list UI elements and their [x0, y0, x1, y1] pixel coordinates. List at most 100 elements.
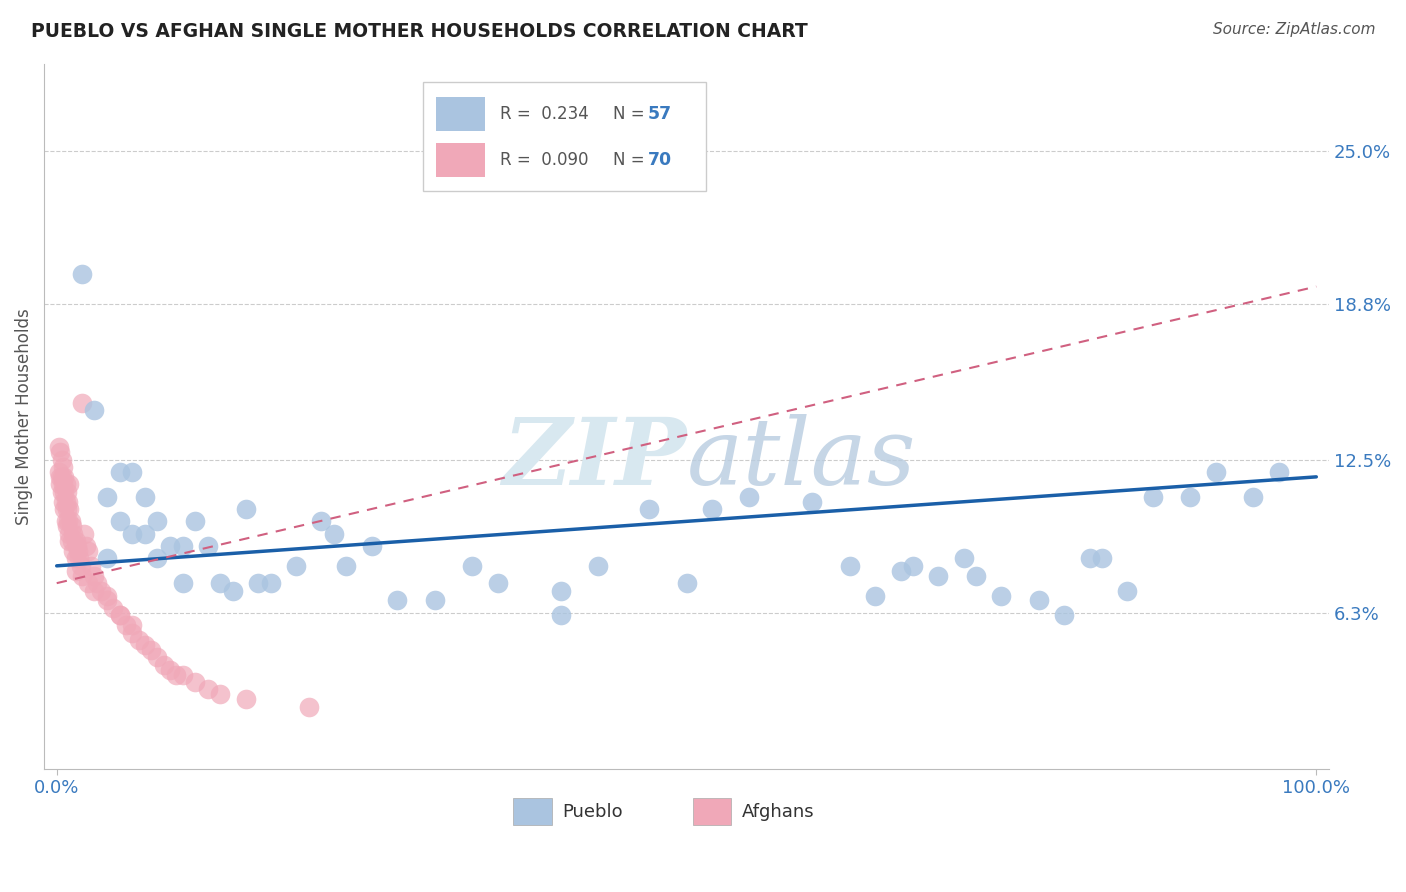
Point	[927, 568, 949, 582]
Point	[55, 484, 77, 499]
Text: atlas: atlas	[686, 414, 915, 504]
Point	[56, 494, 79, 508]
Point	[59, 514, 82, 528]
Text: N =: N =	[613, 151, 650, 169]
Point	[52, 494, 75, 508]
Point	[58, 502, 80, 516]
Point	[121, 625, 143, 640]
Point	[108, 608, 131, 623]
Point	[96, 593, 118, 607]
Point	[1078, 551, 1101, 566]
Point	[146, 650, 169, 665]
FancyBboxPatch shape	[423, 82, 706, 191]
Point	[423, 593, 446, 607]
Point	[115, 618, 138, 632]
Text: R =  0.234: R = 0.234	[501, 105, 589, 123]
Point	[952, 551, 974, 566]
Point	[1267, 465, 1289, 479]
Point	[209, 687, 232, 701]
Point	[83, 403, 105, 417]
Text: Pueblo: Pueblo	[562, 803, 623, 821]
Point	[67, 544, 90, 558]
Bar	[513, 798, 551, 825]
Point	[172, 576, 194, 591]
Point	[197, 539, 219, 553]
Point	[1053, 608, 1076, 623]
Point	[96, 551, 118, 566]
Point	[48, 440, 70, 454]
Text: R =  0.090: R = 0.090	[501, 151, 589, 169]
Point	[209, 576, 232, 591]
Point	[96, 490, 118, 504]
Point	[159, 663, 181, 677]
Point	[385, 593, 408, 607]
Point	[550, 608, 572, 623]
Point	[588, 558, 610, 573]
Point	[58, 477, 80, 491]
Point	[66, 539, 89, 553]
Point	[141, 643, 163, 657]
Point	[70, 395, 93, 409]
Point	[165, 667, 187, 681]
Point	[65, 564, 87, 578]
Text: ZIP: ZIP	[502, 414, 686, 504]
Point	[96, 589, 118, 603]
Point	[1091, 551, 1114, 566]
Point	[58, 526, 80, 541]
Point	[121, 618, 143, 632]
Point	[322, 526, 344, 541]
Text: 70: 70	[648, 151, 672, 169]
Bar	[436, 143, 485, 177]
Point	[675, 576, 697, 591]
Point	[134, 526, 156, 541]
Point	[103, 600, 125, 615]
Point	[90, 583, 112, 598]
Point	[1142, 490, 1164, 504]
Point	[298, 699, 321, 714]
Point	[53, 484, 76, 499]
Point	[222, 583, 245, 598]
Y-axis label: Single Mother Households: Single Mother Households	[15, 308, 32, 524]
Text: Afghans: Afghans	[742, 803, 814, 821]
Point	[197, 682, 219, 697]
Point	[60, 534, 83, 549]
Point	[53, 470, 76, 484]
Point	[146, 551, 169, 566]
Point	[108, 608, 131, 623]
Point	[235, 502, 257, 516]
Point	[77, 576, 100, 591]
Point	[1116, 583, 1139, 598]
Point	[48, 465, 70, 479]
Point	[75, 539, 97, 553]
Point	[990, 589, 1012, 603]
Bar	[693, 798, 731, 825]
Point	[152, 657, 174, 672]
Point	[1205, 465, 1227, 479]
Point	[134, 490, 156, 504]
Point	[80, 558, 103, 573]
Point	[172, 539, 194, 553]
Point	[55, 477, 77, 491]
Point	[309, 514, 332, 528]
Point	[1241, 490, 1264, 504]
Point	[65, 551, 87, 566]
Point	[49, 477, 72, 491]
Point	[700, 502, 723, 516]
Point	[51, 452, 73, 467]
Point	[62, 526, 84, 541]
Point	[121, 465, 143, 479]
Point	[461, 558, 484, 573]
Point	[60, 519, 83, 533]
Point	[53, 502, 76, 516]
Text: PUEBLO VS AFGHAN SINGLE MOTHER HOUSEHOLDS CORRELATION CHART: PUEBLO VS AFGHAN SINGLE MOTHER HOUSEHOLD…	[31, 22, 807, 41]
Point	[83, 583, 105, 598]
Point	[67, 551, 90, 566]
Point	[51, 484, 73, 499]
Point	[51, 470, 73, 484]
Point	[69, 558, 91, 573]
Text: N =: N =	[613, 105, 650, 123]
Text: Source: ZipAtlas.com: Source: ZipAtlas.com	[1212, 22, 1375, 37]
Point	[965, 568, 987, 582]
Point	[235, 692, 257, 706]
Point	[285, 558, 308, 573]
